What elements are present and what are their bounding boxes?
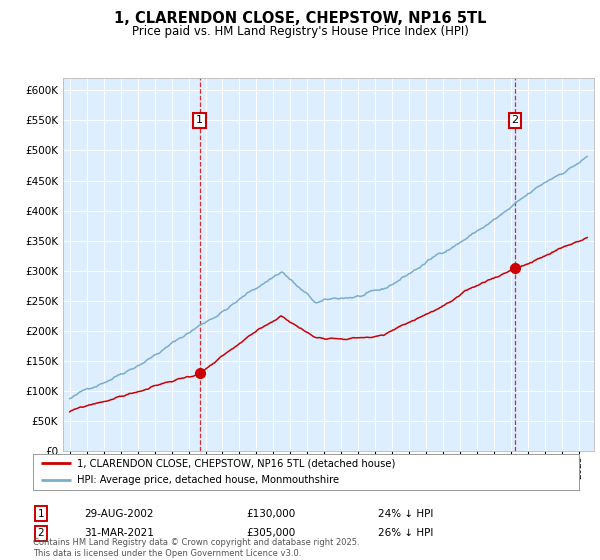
Text: HPI: Average price, detached house, Monmouthshire: HPI: Average price, detached house, Monm… bbox=[77, 475, 339, 485]
Text: 29-AUG-2002: 29-AUG-2002 bbox=[84, 508, 154, 519]
Text: 2: 2 bbox=[512, 115, 518, 125]
Text: 26% ↓ HPI: 26% ↓ HPI bbox=[378, 528, 433, 538]
Text: 1: 1 bbox=[196, 115, 203, 125]
Text: 1, CLARENDON CLOSE, CHEPSTOW, NP16 5TL: 1, CLARENDON CLOSE, CHEPSTOW, NP16 5TL bbox=[114, 11, 486, 26]
Text: 24% ↓ HPI: 24% ↓ HPI bbox=[378, 508, 433, 519]
Text: 1: 1 bbox=[37, 508, 44, 519]
Text: £130,000: £130,000 bbox=[246, 508, 295, 519]
Text: 2: 2 bbox=[37, 528, 44, 538]
Text: Contains HM Land Registry data © Crown copyright and database right 2025.
This d: Contains HM Land Registry data © Crown c… bbox=[33, 538, 359, 558]
Text: 31-MAR-2021: 31-MAR-2021 bbox=[84, 528, 154, 538]
Text: 1, CLARENDON CLOSE, CHEPSTOW, NP16 5TL (detached house): 1, CLARENDON CLOSE, CHEPSTOW, NP16 5TL (… bbox=[77, 459, 395, 468]
Text: £305,000: £305,000 bbox=[246, 528, 295, 538]
Text: Price paid vs. HM Land Registry's House Price Index (HPI): Price paid vs. HM Land Registry's House … bbox=[131, 25, 469, 38]
